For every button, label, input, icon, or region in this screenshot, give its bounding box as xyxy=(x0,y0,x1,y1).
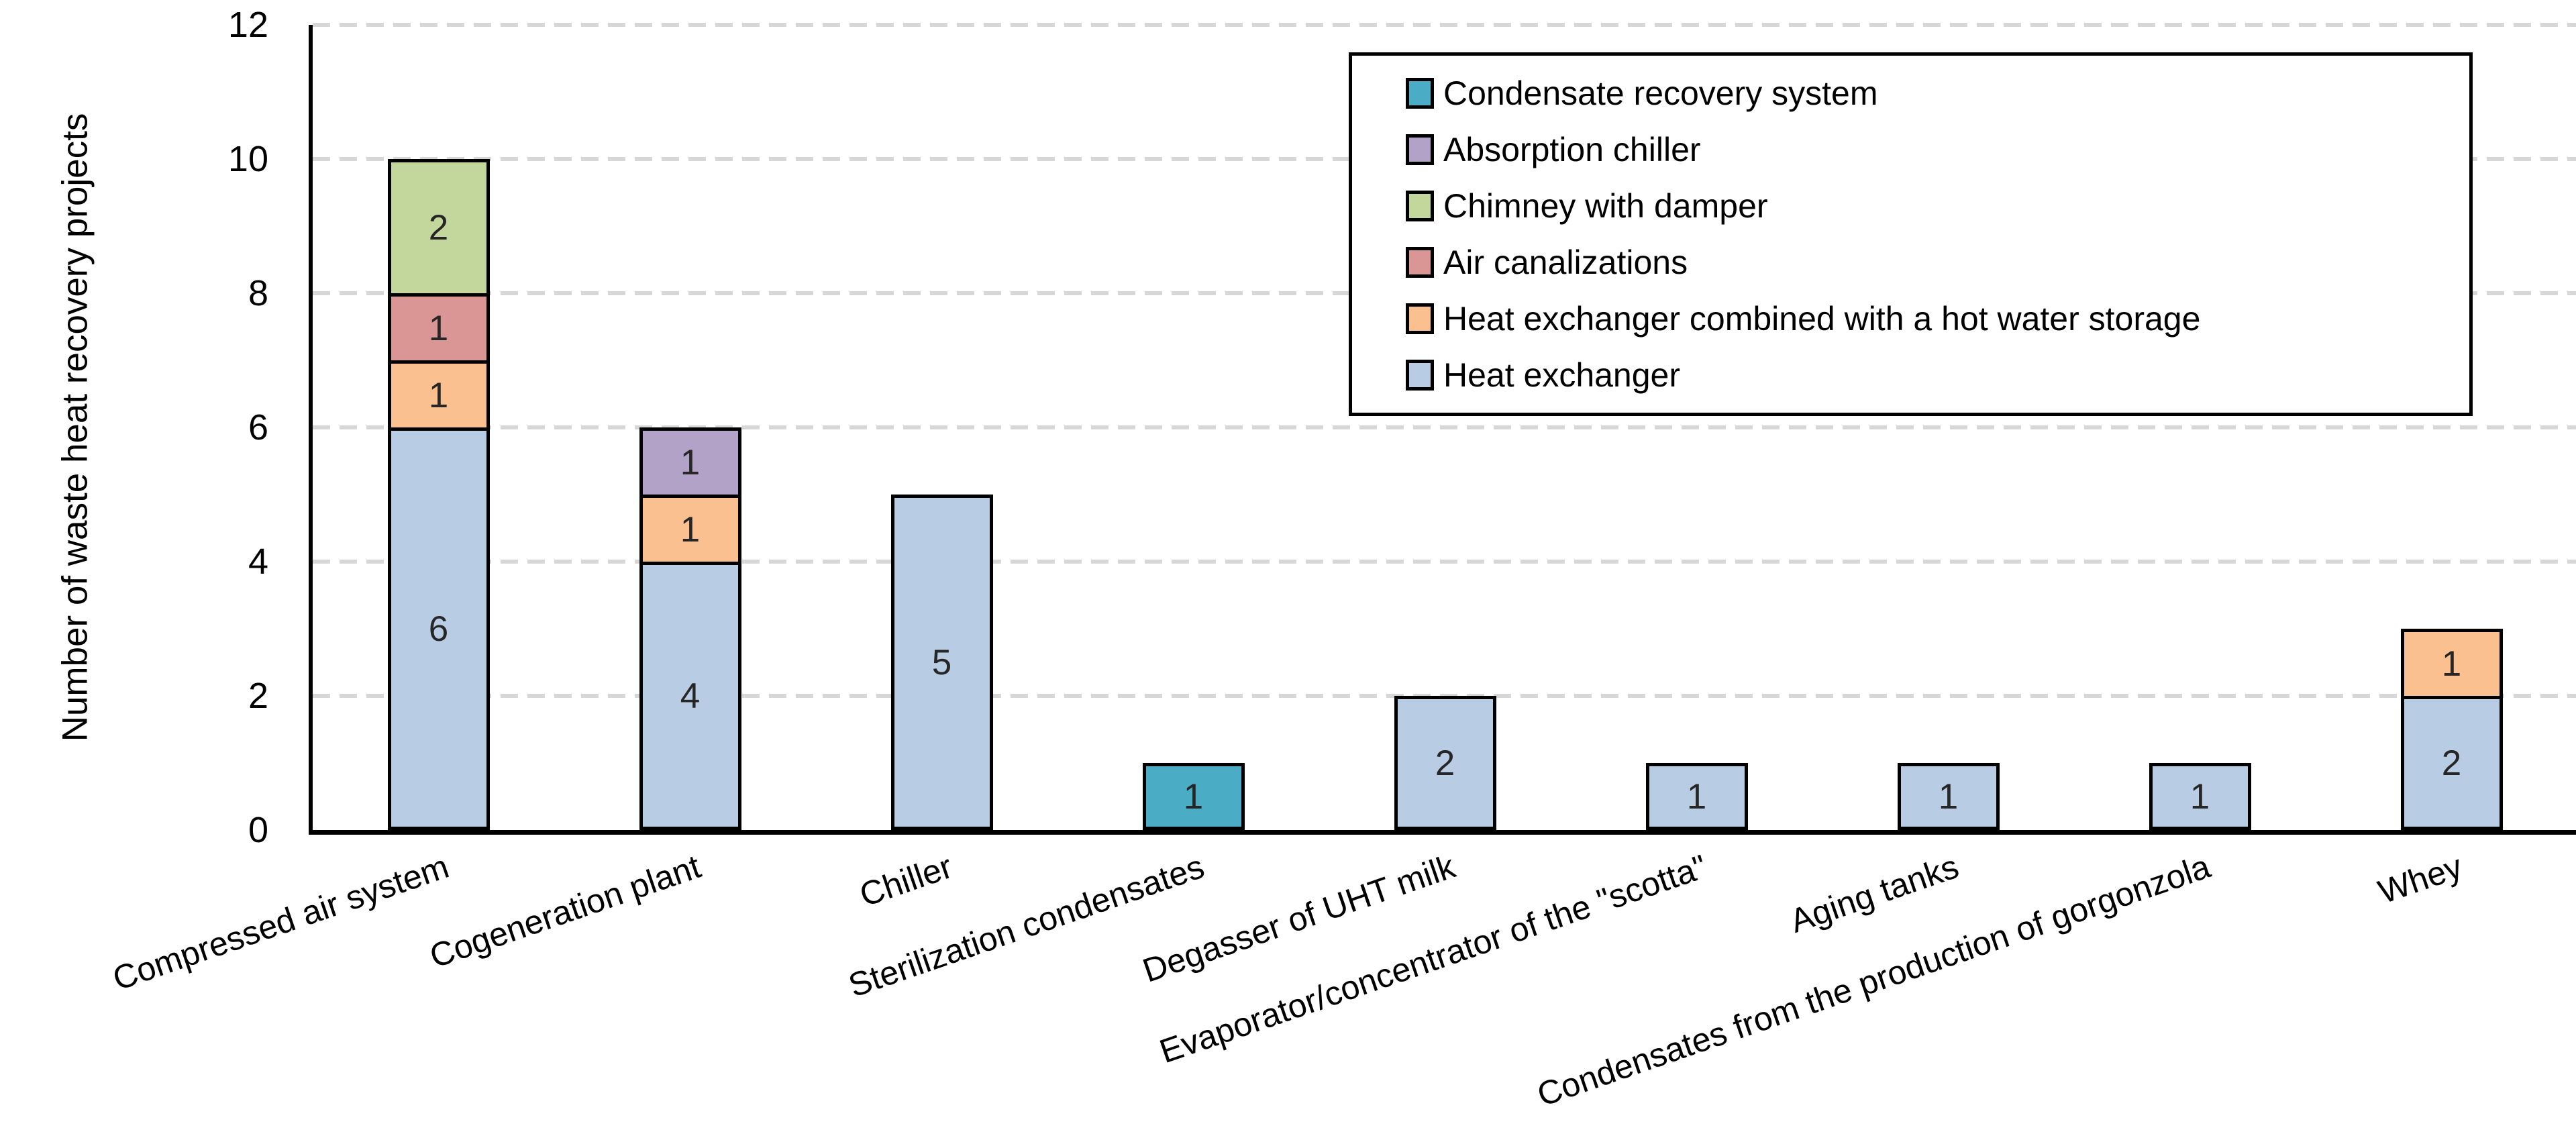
y-tick-label-12: 12 xyxy=(227,5,268,45)
bar-segment-whey-heat-exchanger-combined-with-a-hot-water-storage: 1 xyxy=(2400,629,2503,696)
bar-segment-cogeneration-plant-heat-exchanger: 4 xyxy=(639,562,741,830)
legend-label-heat-exchanger: Heat exchanger xyxy=(1443,356,1681,394)
bar-segment-cogeneration-plant-heat-exchanger-combined-with-a-hot-water-storage: 1 xyxy=(639,495,741,562)
legend-label-absorption-chiller: Absorption chiller xyxy=(1443,131,1701,168)
legend-swatch-heat-exchanger xyxy=(1406,360,1434,391)
bar-segment-value-label: 5 xyxy=(931,642,952,682)
bar-segment-value-label: 1 xyxy=(680,443,701,482)
x-category-label-cogeneration-plant: Cogeneration plant xyxy=(425,847,706,976)
legend-item-chimney-with-damper: Chimney with damper xyxy=(1406,187,2456,225)
bar-segment-condensates-from-the-production-of-gorgonzola-heat-exchanger: 1 xyxy=(2149,763,2251,830)
legend-item-condensate-recovery-system: Condensate recovery system xyxy=(1406,74,2456,113)
legend: Condensate recovery system Absorption chi… xyxy=(1349,52,2473,416)
x-axis-category-labels: Compressed air system Cogeneration plant C… xyxy=(108,847,2573,1135)
bar-segment-aging-tanks-heat-exchanger: 1 xyxy=(1897,763,2000,830)
bar-segment-value-label: 1 xyxy=(428,309,449,348)
bar-segment-evaporator-concentrator-of-the-scotta-heat-exchanger: 1 xyxy=(1645,763,1748,830)
x-category-label-whey: Whey xyxy=(2373,847,2467,911)
y-tick-label-0: 0 xyxy=(248,810,268,850)
y-tick-label-2: 2 xyxy=(248,676,268,716)
x-category-label-compressed-air-system: Compressed air system xyxy=(108,847,454,998)
legend-label-chimney-with-damper: Chimney with damper xyxy=(1443,187,1768,225)
bar-segment-cogeneration-plant-absorption-chiller: 1 xyxy=(639,427,741,495)
bar-segment-value-label: 1 xyxy=(428,376,449,415)
bar-segment-compressed-air-system-heat-exchanger-combined-with-a-hot-water-storage: 1 xyxy=(387,360,490,427)
legend-item-heat-exchanger: Heat exchanger xyxy=(1406,356,2456,395)
y-tick-label-8: 8 xyxy=(248,273,268,313)
gridline-y-6 xyxy=(313,425,2576,429)
bar-segment-sterilization-condensates-condensate-recovery-system: 1 xyxy=(1142,763,1245,830)
bar-segment-chiller-heat-exchanger: 5 xyxy=(890,495,993,830)
legend-swatch-condensate-recovery-system xyxy=(1406,78,1434,109)
bar-segment-value-label: 1 xyxy=(1686,776,1707,817)
bar-segment-whey-heat-exchanger: 2 xyxy=(2400,696,2503,830)
legend-label-air-canalizations: Air canalizations xyxy=(1443,244,1688,281)
legend-swatch-chimney-with-damper xyxy=(1406,191,1434,221)
legend-swatch-heat-exchanger-combined-with-a-hot-water-storage xyxy=(1406,303,1434,334)
bar-segment-compressed-air-system-heat-exchanger: 6 xyxy=(387,427,490,830)
legend-swatch-absorption-chiller xyxy=(1406,134,1434,165)
bar-segment-value-label: 2 xyxy=(428,208,449,248)
legend-label-condensate-recovery-system: Condensate recovery system xyxy=(1443,74,1878,112)
legend-label-heat-exchanger-combined-with-a-hot-water-storage: Heat exchanger combined with a hot water… xyxy=(1443,300,2201,338)
bar-segment-value-label: 1 xyxy=(680,510,701,550)
bar-segment-value-label: 1 xyxy=(1938,776,1959,817)
bar-segment-value-label: 1 xyxy=(2441,644,2462,684)
legend-item-air-canalizations: Air canalizations xyxy=(1406,243,2456,282)
bar-segment-value-label: 2 xyxy=(2441,743,2462,783)
legend-item-absorption-chiller: Absorption chiller xyxy=(1406,130,2456,169)
bar-segment-compressed-air-system-chimney-with-damper: 2 xyxy=(387,159,490,293)
bar-segment-value-label: 1 xyxy=(1183,776,1204,817)
bar-segment-degasser-of-uht-milk-heat-exchanger: 2 xyxy=(1394,696,1496,830)
gridline-y-4 xyxy=(313,560,2576,564)
legend-item-heat-exchanger-combined-with-a-hot-water-storage: Heat exchanger combined with a hot water… xyxy=(1406,299,2456,338)
y-tick-label-4: 4 xyxy=(248,541,268,582)
y-tick-label-10: 10 xyxy=(227,139,268,179)
gridline-y-12 xyxy=(313,23,2576,27)
bar-segment-value-label: 2 xyxy=(1435,743,1455,783)
bar-segment-value-label: 4 xyxy=(680,676,701,716)
y-axis-title: Number of waste heat recovery projects xyxy=(55,113,95,742)
bar-segment-value-label: 6 xyxy=(428,609,449,649)
x-category-label-aging-tanks: Aging tanks xyxy=(1785,847,1964,940)
legend-swatch-air-canalizations xyxy=(1406,247,1434,278)
bar-segment-compressed-air-system-air-canalizations: 1 xyxy=(387,293,490,360)
bar-segment-value-label: 1 xyxy=(2189,776,2210,817)
x-category-label-chiller: Chiller xyxy=(854,847,958,915)
y-tick-label-6: 6 xyxy=(248,407,268,448)
